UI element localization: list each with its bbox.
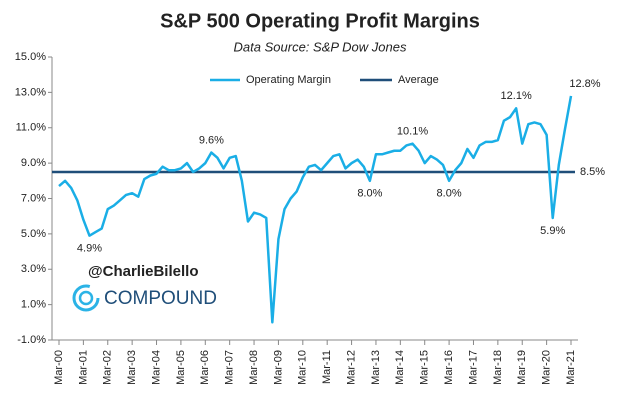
x-tick-label: Mar-10 bbox=[297, 350, 309, 385]
x-tick-label: Mar-11 bbox=[321, 350, 333, 384]
average-label: 8.5% bbox=[580, 166, 605, 178]
x-tick-label: Mar-00 bbox=[53, 350, 65, 385]
y-tick-label: 7.0% bbox=[21, 192, 46, 204]
x-tick-label: Mar-18 bbox=[492, 350, 504, 385]
chart-title: S&P 500 Operating Profit Margins bbox=[160, 10, 480, 32]
x-tick-label: Mar-06 bbox=[199, 350, 211, 385]
x-tick-label: Mar-17 bbox=[467, 350, 479, 385]
x-tick-label: Mar-21 bbox=[565, 350, 577, 385]
legend-label: Operating Margin bbox=[246, 74, 331, 86]
chart-subtitle: Data Source: S&P Dow Jones bbox=[234, 39, 407, 54]
x-tick-label: Mar-16 bbox=[443, 350, 455, 385]
logo-ring bbox=[72, 284, 100, 312]
y-tick-label: -1.0% bbox=[17, 334, 46, 346]
y-tick-label: 3.0% bbox=[21, 263, 46, 275]
data-label: 8.0% bbox=[437, 188, 462, 200]
x-tick-label: Mar-20 bbox=[541, 350, 553, 385]
y-tick-label: 13.0% bbox=[15, 86, 46, 98]
data-label: 9.6% bbox=[199, 134, 224, 146]
data-label: 12.8% bbox=[569, 78, 600, 90]
compound-logo bbox=[72, 284, 100, 312]
data-label: 8.0% bbox=[357, 188, 382, 200]
x-tick-label: Mar-13 bbox=[370, 350, 382, 385]
watermark-handle: @CharlieBilello bbox=[88, 263, 199, 280]
x-tick-label: Mar-19 bbox=[516, 350, 528, 385]
y-tick-label: 5.0% bbox=[21, 228, 46, 240]
data-label: 10.1% bbox=[397, 126, 428, 138]
x-tick-label: Mar-15 bbox=[419, 350, 431, 385]
series-line bbox=[58, 95, 573, 324]
y-tick-label: 15.0% bbox=[15, 51, 46, 63]
x-tick-label: Mar-05 bbox=[175, 350, 187, 385]
x-tick-label: Mar-01 bbox=[77, 350, 89, 385]
data-label: 5.9% bbox=[540, 225, 565, 237]
watermark-brand: COMPOUND bbox=[104, 288, 217, 309]
x-tick-label: Mar-04 bbox=[150, 350, 162, 385]
x-tick-label: Mar-14 bbox=[394, 350, 406, 385]
y-tick-label: 11.0% bbox=[16, 122, 47, 134]
data-label: 12.1% bbox=[501, 90, 532, 102]
x-tick-label: Mar-08 bbox=[248, 350, 260, 385]
y-tick-label: 9.0% bbox=[21, 157, 46, 169]
x-tick-label: Mar-03 bbox=[126, 350, 138, 385]
x-tick-label: Mar-02 bbox=[102, 350, 114, 385]
y-tick-label: 1.0% bbox=[21, 299, 46, 311]
logo-inner bbox=[78, 290, 94, 306]
x-tick-label: Mar-12 bbox=[345, 350, 357, 385]
x-tick-label: Mar-09 bbox=[272, 350, 284, 385]
data-label: 4.9% bbox=[77, 243, 102, 255]
x-tick-label: Mar-07 bbox=[224, 350, 236, 385]
legend-label: Average bbox=[398, 74, 439, 86]
